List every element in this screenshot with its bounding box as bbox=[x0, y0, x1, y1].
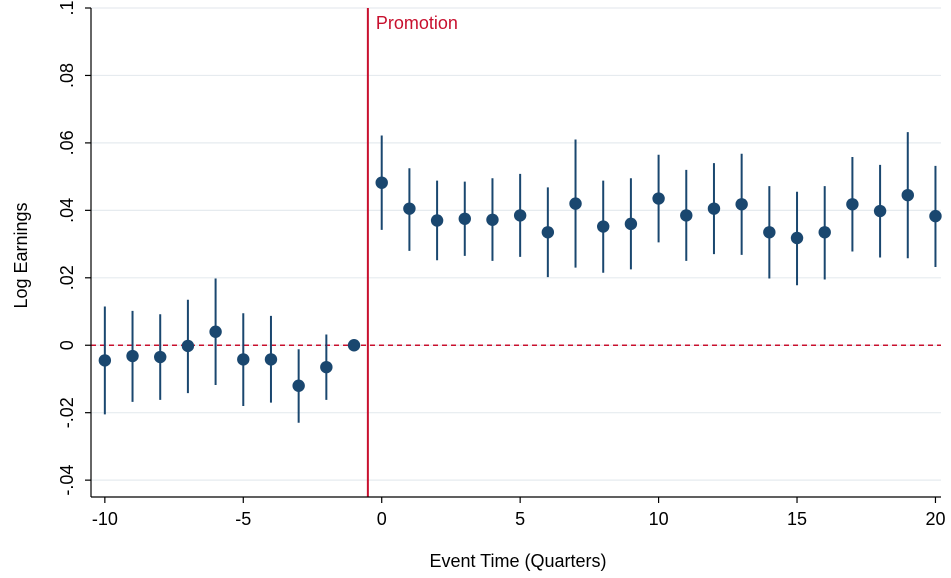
coef-point-0 bbox=[98, 354, 112, 367]
x-tick-label-5: 15 bbox=[787, 509, 807, 529]
coef-point-11 bbox=[403, 202, 416, 215]
y-tick-label-2: 0 bbox=[57, 340, 77, 350]
y-tick-label-6: .08 bbox=[57, 63, 77, 88]
coef-point-6 bbox=[264, 353, 278, 366]
coef-point-13 bbox=[458, 212, 471, 225]
coef-point-17 bbox=[569, 197, 582, 210]
coef-point-2 bbox=[154, 350, 167, 364]
coef-point-8 bbox=[320, 360, 333, 374]
y-tick-label-1: -.02 bbox=[57, 397, 77, 428]
coef-point-12 bbox=[430, 214, 444, 227]
coef-point-30 bbox=[929, 209, 942, 223]
x-axis-title: Event Time (Quarters) bbox=[429, 551, 606, 571]
reference-lines bbox=[91, 8, 941, 497]
coef-point-28 bbox=[873, 204, 887, 218]
coef-point-22 bbox=[707, 202, 721, 215]
coef-point-1 bbox=[126, 349, 139, 363]
coef-point-9 bbox=[347, 339, 361, 352]
y-axis-title: Log Earnings bbox=[11, 202, 31, 308]
coef-point-7 bbox=[292, 379, 305, 392]
x-tick-label-6: 20 bbox=[925, 509, 945, 529]
coef-point-14 bbox=[486, 213, 499, 226]
y-tick-label-0: -.04 bbox=[57, 465, 77, 496]
y-tick-label-3: .02 bbox=[57, 265, 77, 290]
coef-point-20 bbox=[652, 192, 665, 205]
x-tick-label-1: -5 bbox=[235, 509, 251, 529]
coef-point-5 bbox=[237, 353, 250, 366]
promotion-annotation: Promotion bbox=[376, 13, 458, 33]
labels: Promotion Event Time (Quarters) Log Earn… bbox=[11, 13, 607, 571]
coef-point-10 bbox=[375, 176, 388, 189]
coef-point-23 bbox=[735, 198, 748, 211]
y-tick-label-7: .1 bbox=[57, 0, 77, 15]
coef-point-15 bbox=[513, 209, 527, 222]
coef-point-26 bbox=[818, 226, 831, 239]
x-tick-label-2: 0 bbox=[377, 509, 387, 529]
coef-point-24 bbox=[763, 226, 776, 239]
y-tick-label-4: .04 bbox=[57, 198, 77, 223]
axes: -.04 -.02 0 .02 .04 .06 .08 .1 -10 -5 0 5 10 15 20 bbox=[57, 0, 945, 529]
coefficient-points bbox=[98, 176, 942, 392]
x-tick-label-0: -10 bbox=[92, 509, 118, 529]
coef-point-16 bbox=[541, 226, 555, 239]
coef-point-27 bbox=[846, 198, 859, 211]
coef-point-4 bbox=[209, 325, 222, 338]
y-tick-label-5: .06 bbox=[57, 130, 77, 155]
coef-point-25 bbox=[790, 231, 804, 245]
x-tick-label-3: 5 bbox=[515, 509, 525, 529]
gridlines bbox=[91, 7, 941, 481]
coef-point-3 bbox=[181, 339, 195, 353]
coef-point-21 bbox=[680, 209, 693, 222]
coef-point-18 bbox=[597, 220, 610, 233]
x-tick-label-4: 10 bbox=[649, 509, 669, 529]
coef-point-29 bbox=[901, 188, 914, 202]
coef-point-19 bbox=[624, 217, 638, 231]
